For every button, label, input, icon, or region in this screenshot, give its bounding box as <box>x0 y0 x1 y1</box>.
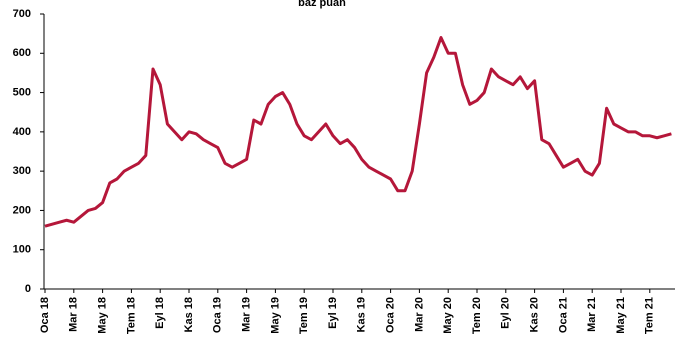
x-tick-label: Mar 21 <box>586 297 598 332</box>
x-tick-label: Tem 18 <box>125 297 137 334</box>
line <box>44 36 672 228</box>
x-tick-label: Mar 20 <box>413 297 425 332</box>
y-tick-label: 0 <box>25 283 31 295</box>
x-tick-label: Kas 20 <box>529 297 541 332</box>
x-tick-label: Kas 19 <box>356 297 368 332</box>
x-tick-label: Eyl 18 <box>154 297 166 329</box>
x-tick-label: May 21 <box>615 297 627 334</box>
y-tick-label: 700 <box>13 8 31 20</box>
y-tick-label: 500 <box>13 86 31 98</box>
y-tick-label: 600 <box>13 47 31 59</box>
x-tick-label: Mar 19 <box>241 297 253 332</box>
x-tick-label: Tem 21 <box>644 297 656 334</box>
x-tick-label: May 18 <box>97 297 109 334</box>
x-tick-label: Eyl 19 <box>327 297 339 329</box>
x-tick-label: Eyl 20 <box>500 297 512 329</box>
x-tick-label: Oca 18 <box>39 297 51 333</box>
y-tick-label: 100 <box>13 244 31 256</box>
x-tick-label: Kas 18 <box>183 297 195 332</box>
x-tick-label: Oca 21 <box>557 297 569 333</box>
y-tick-label: 200 <box>13 204 31 216</box>
x-tick-label: Tem 19 <box>298 297 310 334</box>
x-tick-label: Oca 19 <box>212 297 224 333</box>
y-tick-label: 400 <box>13 126 31 138</box>
y-tick-label: 300 <box>13 165 31 177</box>
x-tick-label: May 20 <box>442 297 454 334</box>
x-tick-label: Oca 20 <box>385 297 397 333</box>
chart-title: baz puan <box>298 0 346 9</box>
x-tick-label: Tem 20 <box>471 297 483 334</box>
x-tick-label: May 19 <box>269 297 281 334</box>
x-tick-label: Mar 18 <box>68 297 80 332</box>
